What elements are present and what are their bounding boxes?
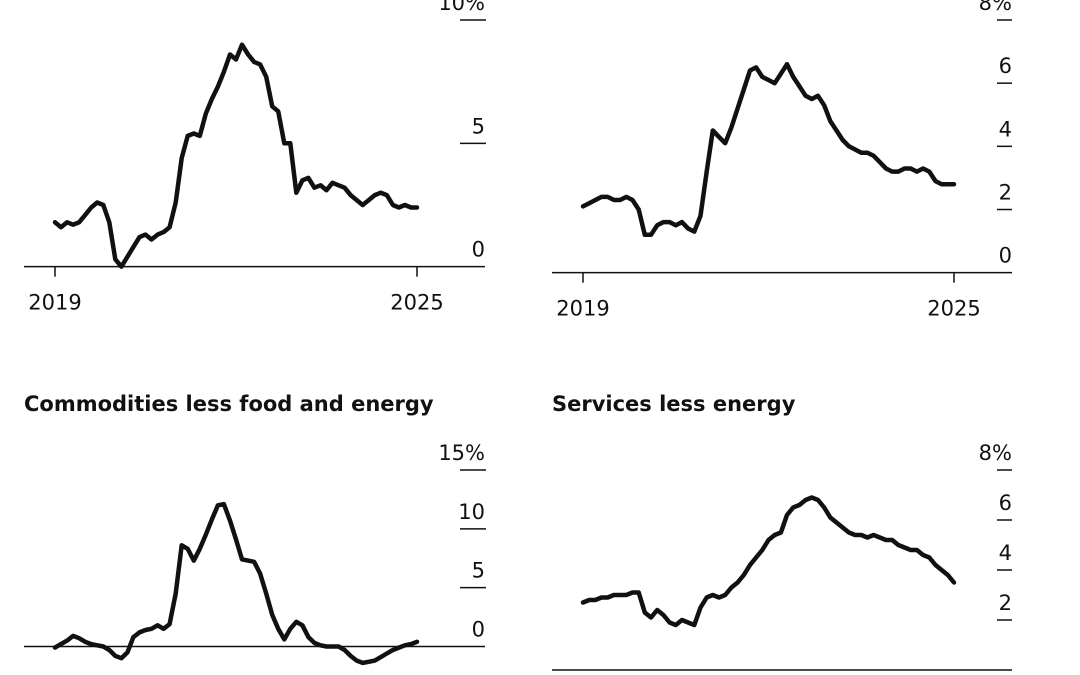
- y-tick-label: 8%: [979, 0, 1012, 15]
- y-tick-label: 15%: [438, 441, 485, 465]
- x-tick-label: 2025: [390, 291, 443, 315]
- series-line-bottom-left: [52, 501, 420, 666]
- y-tick-label: 10%: [438, 0, 485, 15]
- y-tick-label: 6: [999, 491, 1012, 515]
- y-tick-label: 0: [472, 617, 485, 641]
- chart-title-commodities-less-food-and-energy: Commodities less food and energy: [24, 392, 434, 416]
- chart-bottom-left: 0 5 10 15%: [24, 441, 486, 666]
- chart-bottom-right: 2 4 6 8%: [552, 441, 1012, 671]
- y-tick-label: 5: [472, 559, 485, 583]
- series-line-bottom-right: [580, 495, 957, 628]
- y-tick-label: 0: [472, 238, 485, 262]
- y-tick-label: 8%: [979, 441, 1012, 465]
- y-tick-label: 4: [999, 541, 1012, 565]
- x-tick-label: 2025: [927, 297, 980, 321]
- y-tick-label: 2: [999, 181, 1012, 205]
- y-tick-label: 4: [999, 117, 1012, 141]
- chart-top-right: 0 2 4 6 8% 2019 2025: [552, 0, 1012, 321]
- series-line-top-left: [52, 42, 420, 269]
- y-tick-label: 2: [999, 591, 1012, 615]
- series-line-top-right: [580, 61, 957, 238]
- y-tick-label: 5: [472, 114, 485, 138]
- x-tick-label: 2019: [28, 291, 81, 315]
- chart-top-left: 0 5 10% 2019 2025: [24, 0, 486, 315]
- y-tick-label: 10: [458, 500, 485, 524]
- y-tick-label: 0: [999, 244, 1012, 268]
- y-tick-label: 6: [999, 54, 1012, 78]
- x-tick-label: 2019: [556, 297, 609, 321]
- chart-title-services-less-energy: Services less energy: [552, 392, 796, 416]
